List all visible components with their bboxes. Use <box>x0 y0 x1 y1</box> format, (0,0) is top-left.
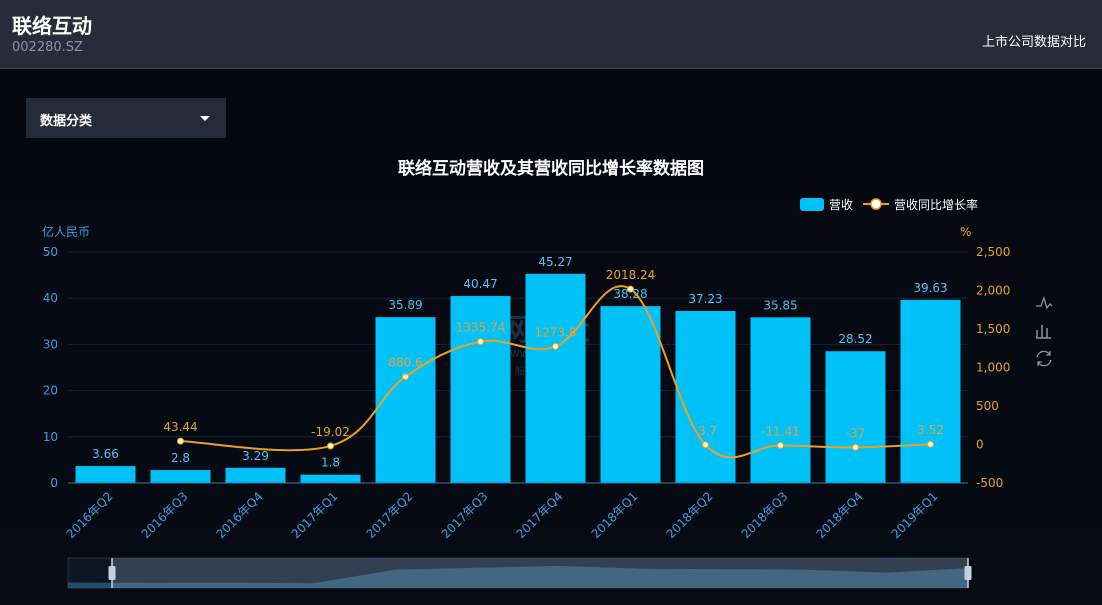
line-value-label: 1335.74 <box>456 321 506 335</box>
stock-code: 002280.SZ <box>12 40 83 55</box>
x-tick-label: 2016年Q3 <box>139 489 191 541</box>
right-tick-label: 500 <box>976 399 999 413</box>
x-tick-label: 2017年Q4 <box>514 489 566 541</box>
line-value-label: -37 <box>846 426 866 440</box>
caret-down-icon <box>200 116 210 121</box>
company-compare-link[interactable]: 上市公司数据对比 <box>981 35 1086 50</box>
line-point[interactable] <box>177 437 184 445</box>
bar-value-label: 35.89 <box>388 298 422 312</box>
left-axis-label: 亿人民币 <box>42 224 90 239</box>
legend-marker-growth <box>870 198 882 210</box>
toolbox <box>1036 295 1053 367</box>
bar[interactable] <box>75 466 136 483</box>
bar-value-label: 37.23 <box>688 292 722 306</box>
bar-value-label: 40.47 <box>463 277 497 291</box>
bar[interactable] <box>675 310 736 483</box>
bar[interactable] <box>450 296 511 483</box>
line-value-label: 880.6 <box>388 356 422 370</box>
bar[interactable] <box>150 470 211 483</box>
line-value-label: 43.44 <box>163 420 197 434</box>
right-tick-label: 1,000 <box>976 361 1010 375</box>
left-tick-label: 30 <box>43 337 58 351</box>
refresh-icon[interactable] <box>1036 350 1052 367</box>
line-value-label: -3.7 <box>694 424 717 438</box>
growth-rate-line <box>180 285 931 459</box>
legend-label-growth: 营收同比增长率 <box>894 197 978 212</box>
x-tick-label: 2016年Q4 <box>214 489 266 541</box>
bar-value-label: 45.27 <box>538 255 572 269</box>
line-value-label: -11.41 <box>761 424 800 438</box>
x-tick-label: 2018年Q1 <box>589 489 641 541</box>
x-tick-label: 2018年Q4 <box>814 489 866 541</box>
line-point[interactable] <box>702 441 709 449</box>
x-tick-label: 2017年Q1 <box>289 489 341 541</box>
line-value-label: 3.52 <box>917 423 944 437</box>
legend-swatch-revenue[interactable] <box>800 198 824 211</box>
bar-value-label: 3.29 <box>242 449 269 463</box>
x-tick-label: 2017年Q3 <box>439 489 491 541</box>
left-tick-label: 20 <box>43 384 58 398</box>
line-point[interactable] <box>477 338 484 346</box>
bar[interactable] <box>375 317 436 483</box>
line-point[interactable] <box>552 342 559 350</box>
line-point[interactable] <box>627 285 634 293</box>
bar[interactable] <box>600 306 661 483</box>
zoom-selected-window[interactable] <box>112 558 968 588</box>
data-category-dropdown[interactable]: 数据分类 <box>26 98 226 138</box>
left-tick-label: 40 <box>43 291 58 305</box>
right-axis-label: % <box>960 225 971 239</box>
left-tick-label: 0 <box>50 476 58 490</box>
x-tick-label: 2019年Q1 <box>889 489 941 541</box>
line-chart-icon[interactable] <box>1036 295 1053 310</box>
line-value-label: -19.02 <box>311 425 350 439</box>
right-tick-label: 1,500 <box>976 322 1010 336</box>
right-tick-label: -500 <box>976 476 1003 490</box>
right-tick-label: 2,500 <box>976 245 1010 259</box>
line-point[interactable] <box>402 373 409 381</box>
bar-value-label: 35.85 <box>763 298 797 312</box>
left-tick-label: 50 <box>43 245 58 259</box>
line-value-label: 1273.8 <box>535 325 577 339</box>
right-tick-label: 0 <box>976 438 984 452</box>
line-value-label: 2018.24 <box>606 268 656 282</box>
bar-value-label: 2.8 <box>171 451 190 465</box>
x-tick-label: 2018年Q3 <box>739 489 791 541</box>
x-tick-label: 2016年Q2 <box>64 489 116 541</box>
chart-title: 联络互动营收及其营收同比增长率数据图 <box>398 159 704 179</box>
right-tick-label: 2,000 <box>976 284 1010 298</box>
bar[interactable] <box>225 467 286 483</box>
bar[interactable] <box>900 299 961 483</box>
bar[interactable] <box>750 317 811 483</box>
dropdown-label: 数据分类 <box>40 114 93 129</box>
x-tick-label: 2017年Q2 <box>364 489 416 541</box>
line-point[interactable] <box>852 443 859 451</box>
x-tick-label: 2018年Q2 <box>664 489 716 541</box>
zoom-handle-right[interactable] <box>964 566 972 580</box>
top-bar: 联络互动 002280.SZ 上市公司数据对比 <box>0 0 1102 69</box>
legend-label-revenue: 营收 <box>829 198 853 212</box>
left-tick-label: 10 <box>43 430 58 444</box>
company-name: 联络互动 <box>12 14 92 38</box>
zoom-handle-left[interactable] <box>108 566 116 580</box>
bar-chart-icon[interactable] <box>1036 325 1051 339</box>
bar-value-label: 39.63 <box>913 281 947 295</box>
zoom-preview-area <box>68 565 968 588</box>
line-point[interactable] <box>777 441 784 449</box>
bar[interactable] <box>525 273 586 483</box>
bar[interactable] <box>825 351 886 483</box>
line-point[interactable] <box>927 440 934 448</box>
bar-value-label: 1.8 <box>321 456 340 470</box>
bar-value-label: 28.52 <box>838 332 872 346</box>
line-point[interactable] <box>327 442 334 450</box>
bar-value-label: 3.66 <box>92 447 119 461</box>
bar[interactable] <box>300 474 361 483</box>
